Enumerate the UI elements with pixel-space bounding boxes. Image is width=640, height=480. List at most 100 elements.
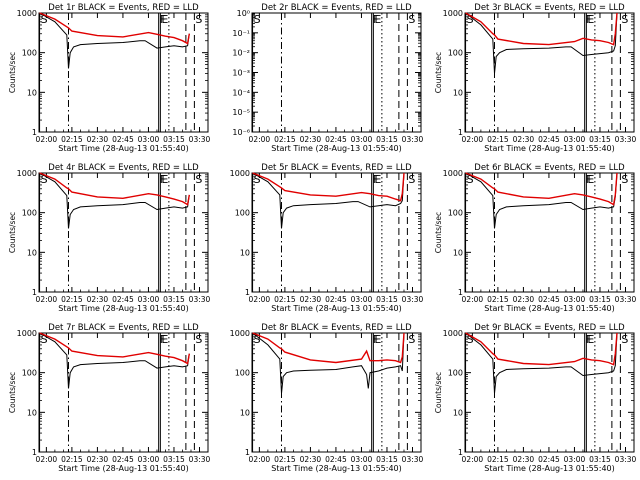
series-line-lld	[39, 172, 190, 206]
x-tick-label: 02:30	[87, 295, 109, 304]
chart-title: Det 6r BLACK = Events, RED = LLD	[474, 163, 625, 173]
x-tick-label: 02:45	[325, 135, 347, 144]
y-tick-label: 1	[32, 448, 37, 457]
chart-title: Det 2r BLACK = Events, RED = LLD	[261, 3, 412, 13]
plot-frame	[464, 332, 635, 453]
y-tick-label: 100	[235, 209, 250, 218]
y-tick-label: 1000	[230, 169, 250, 178]
x-axis-label: Start Time (28-Aug-13 01:55:40)	[58, 464, 189, 473]
series-line-lld	[39, 12, 190, 45]
x-tick-label: 02:15	[61, 455, 83, 464]
x-tick-label: 02:00	[249, 455, 271, 464]
marker-label: S	[195, 173, 202, 186]
x-tick-label: 03:30	[402, 455, 424, 464]
series-line-events	[465, 12, 618, 74]
x-axis-label: Start Time (28-Aug-13 01:55:40)	[484, 304, 615, 313]
y-tick-label: 1000	[443, 9, 463, 18]
marker-label: S	[621, 333, 628, 346]
chart-panel: Det 6r BLACK = Events, RED = LLD 1 10 100 10…	[434, 163, 637, 313]
marker-label: E	[161, 173, 168, 186]
y-tick-label: 1000	[17, 329, 37, 338]
plot-frame	[38, 332, 209, 453]
x-tick-label: 03:15	[163, 135, 185, 144]
x-tick-label: 02:45	[538, 455, 560, 464]
y-tick-label: 10	[240, 408, 250, 417]
x-tick-label: 03:30	[615, 135, 637, 144]
y-tick-label: 10	[453, 248, 463, 257]
series-line-lld	[465, 172, 618, 206]
x-tick-label: 02:30	[87, 455, 109, 464]
x-tick-label: 02:45	[538, 295, 560, 304]
x-tick-label: 02:45	[112, 295, 134, 304]
x-tick-label: 02:15	[274, 455, 296, 464]
x-tick-label: 03:15	[163, 455, 185, 464]
y-tick-label: 10	[453, 408, 463, 417]
y-tick-label: 10⁰	[237, 9, 250, 18]
plot-frame	[38, 172, 209, 293]
marker-label: S	[254, 173, 261, 186]
x-axis-label: Start Time (28-Aug-13 01:55:40)	[58, 144, 189, 153]
chart-title: Det 8r BLACK = Events, RED = LLD	[261, 323, 412, 333]
y-tick-label: 100	[448, 209, 463, 218]
marker-label: E	[161, 333, 168, 346]
plot-frame	[38, 12, 209, 133]
y-tick-label: 100	[22, 209, 37, 218]
x-tick-label: 03:15	[376, 295, 398, 304]
y-tick-label: 1000	[230, 329, 250, 338]
marker-label: S	[254, 13, 261, 26]
x-tick-label: 02:45	[112, 135, 134, 144]
marker-label: S	[621, 13, 628, 26]
y-tick-label: 10⁻³	[232, 69, 250, 78]
y-tick-label: 10	[27, 248, 37, 257]
chart-title: Det 5r BLACK = Events, RED = LLD	[261, 163, 412, 173]
x-tick-label: 02:45	[112, 455, 134, 464]
marker-label: E	[587, 173, 594, 186]
marker-label: S	[621, 173, 628, 186]
x-tick-label: 03:00	[351, 295, 373, 304]
y-tick-label: 10	[240, 248, 250, 257]
x-axis-label: Start Time (28-Aug-13 01:55:40)	[271, 464, 402, 473]
x-tick-label: 02:15	[274, 295, 296, 304]
y-tick-label: 10	[453, 88, 463, 97]
y-tick-label: 1	[245, 288, 250, 297]
marker-label: F	[160, 333, 166, 346]
chart-panel: Det 7r BLACK = Events, RED = LLD 1 10 100 10…	[8, 323, 211, 473]
plot-frame	[251, 332, 422, 453]
x-tick-label: 03:00	[351, 135, 373, 144]
y-tick-label: 1000	[443, 329, 463, 338]
x-tick-label: 02:30	[300, 295, 322, 304]
x-tick-label: 02:15	[487, 135, 509, 144]
y-tick-label: 10⁻⁵	[232, 108, 250, 117]
x-tick-label: 02:30	[513, 455, 535, 464]
x-axis-label: Start Time (28-Aug-13 01:55:40)	[58, 304, 189, 313]
marker-label: F	[586, 13, 592, 26]
series-line-events	[465, 172, 618, 229]
y-axis-label: Counts/sec	[434, 52, 443, 93]
x-tick-label: 03:00	[564, 455, 586, 464]
series-line-events	[252, 172, 405, 229]
series-line-events	[39, 332, 190, 389]
series-line-lld	[252, 332, 405, 364]
x-tick-label: 02:15	[61, 135, 83, 144]
y-tick-label: 1	[458, 128, 463, 137]
y-axis-label: Counts/sec	[8, 212, 17, 253]
x-tick-label: 02:15	[487, 295, 509, 304]
x-tick-label: 03:15	[589, 135, 611, 144]
series-line-events	[39, 12, 190, 69]
x-tick-label: 02:00	[249, 135, 271, 144]
marker-label: F	[160, 13, 166, 26]
x-tick-label: 03:00	[564, 135, 586, 144]
x-tick-label: 02:30	[300, 135, 322, 144]
marker-label: S	[467, 173, 474, 186]
x-tick-label: 03:00	[138, 455, 160, 464]
marker-label: S	[41, 173, 48, 186]
x-tick-label: 03:30	[615, 295, 637, 304]
x-tick-label: 02:00	[462, 135, 484, 144]
y-tick-label: 100	[235, 369, 250, 378]
chart-panel: Det 5r BLACK = Events, RED = LLD 1 10 100 10…	[230, 163, 424, 313]
y-tick-label: 10⁻⁶	[232, 128, 250, 137]
marker-label: S	[467, 333, 474, 346]
x-tick-label: 03:15	[589, 455, 611, 464]
marker-label: E	[374, 173, 381, 186]
